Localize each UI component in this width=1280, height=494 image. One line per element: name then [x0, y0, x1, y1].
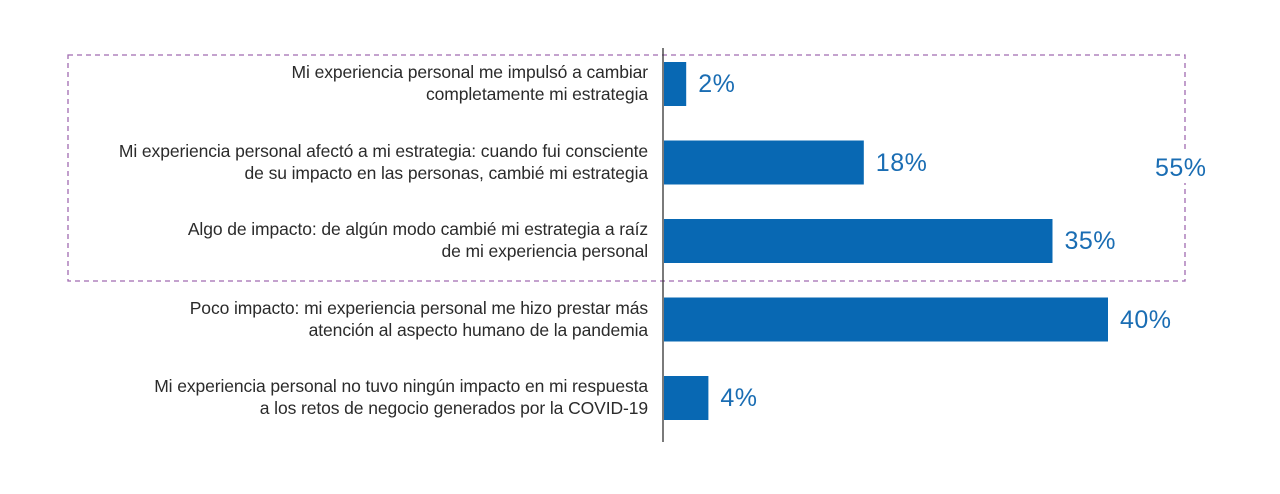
category-label: Mi experiencia personal me impulsó a cam… [48, 61, 649, 105]
category-label-line: a los retos de negocio generados por la … [259, 398, 648, 418]
category-label-line: de mi experiencia personal [441, 241, 648, 261]
category-label-line: Mi experiencia personal no tuvo ningún i… [154, 376, 648, 396]
value-label: 4% [720, 384, 758, 412]
category-label-line: atención al aspecto humano de la pandemi… [308, 319, 648, 340]
value-label: 2% [698, 70, 736, 98]
category-label-line: Poco impacto: mi experiencia personal me… [189, 297, 648, 318]
category-label-line: Mi experiencia personal afectó a mi estr… [118, 140, 648, 161]
category-label: Mi experiencia personal no tuvo ningún i… [48, 375, 648, 419]
bar [664, 376, 709, 420]
category-label: Poco impacto: mi experiencia personal me… [48, 297, 648, 341]
bar [664, 62, 687, 106]
bar [664, 219, 1053, 263]
category-label: Algo de impacto: de algún modo cambié mi… [48, 218, 648, 262]
category-label: Mi experiencia personal afectó a mi estr… [48, 140, 648, 184]
value-label: 35% [1064, 227, 1117, 255]
group-dashed-box [67, 54, 1186, 282]
value-label: 18% [875, 148, 928, 177]
category-label-line: Algo de impacto: de algún modo cambié mi… [187, 219, 648, 239]
bar [664, 140, 864, 185]
category-label-line: completamente mi estrategia [426, 84, 648, 104]
category-label-line: Mi experiencia personal me impulsó a cam… [291, 62, 649, 82]
value-label: 40% [1120, 305, 1172, 334]
bar [664, 297, 1108, 342]
group-total-label: 55% [1153, 153, 1209, 183]
category-label-line: de su impacto en las personas, cambié mi… [244, 162, 649, 183]
